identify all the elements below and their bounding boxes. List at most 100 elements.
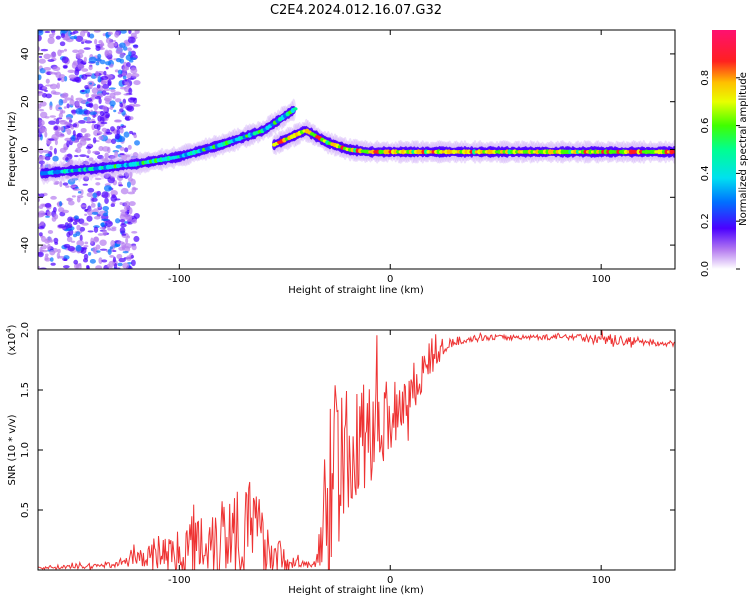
noise-blob (60, 30, 69, 34)
noise-blob (57, 133, 65, 138)
noise-blob (127, 221, 133, 225)
noise-blob (97, 154, 104, 160)
ridge-peak (671, 150, 675, 154)
noise-blob (84, 74, 92, 77)
noise-blob (104, 197, 109, 204)
noise-blob (131, 231, 138, 234)
noise-blob (55, 104, 61, 112)
noise-blob (57, 248, 61, 254)
noise-blob (105, 66, 109, 70)
noise-blob (129, 116, 134, 120)
noise-blob (52, 32, 56, 36)
colorbar-tick-label: 0.4 (700, 165, 711, 181)
noise-blob (57, 78, 61, 81)
noise-blob (78, 109, 86, 115)
colorbar-tick-label: 0.0 (700, 261, 711, 277)
noise-blob (75, 231, 81, 237)
noise-blob (127, 47, 133, 52)
noise-blob (123, 205, 131, 211)
colorbar-tick-label: 0.2 (700, 213, 711, 229)
noise-blob (40, 111, 48, 119)
noise-blob (38, 34, 42, 42)
noise-blob (52, 91, 61, 96)
noise-blob (109, 100, 116, 107)
noise-blob (84, 133, 89, 138)
noise-blob (119, 226, 126, 234)
noise-blob (126, 181, 131, 188)
noise-blob (84, 40, 93, 44)
noise-blob (60, 49, 65, 53)
noise-blob (107, 176, 115, 184)
noise-blob (63, 106, 67, 109)
noise-blob (133, 235, 140, 242)
noise-blob (101, 191, 109, 199)
noise-blob (93, 215, 101, 220)
noise-blob (46, 236, 53, 243)
noise-blob (80, 127, 87, 133)
noise-blob (124, 115, 132, 121)
noise-blob (122, 65, 128, 72)
noise-blob (86, 103, 93, 108)
noise-blob (49, 145, 53, 151)
noise-blob (85, 93, 89, 98)
noise-blob (56, 82, 61, 89)
noise-blob (121, 125, 127, 129)
noise-blob (63, 258, 68, 262)
noise-blob (102, 33, 106, 37)
noise-blob (125, 237, 129, 244)
noise-blob (117, 262, 123, 267)
noise-blob (49, 83, 58, 90)
colorbar: 0.0 0.2 0.4 0.6 0.8 Normalized spectral ampl… (700, 30, 749, 277)
noise-blob (120, 211, 127, 217)
noise-blob (49, 71, 57, 75)
noise-blob (71, 134, 76, 142)
noise-blob (88, 56, 97, 64)
noise-blob (41, 249, 48, 253)
snr-ticks: -100 0 100 0.5 1.0 1.5 2.0 (20, 322, 675, 586)
noise-blob (103, 70, 107, 76)
noise-blob (38, 46, 41, 52)
noise-blob (95, 265, 103, 269)
noise-blob (96, 124, 101, 131)
noise-blob (119, 52, 125, 58)
noise-blob (40, 221, 45, 226)
noise-blob (38, 58, 46, 64)
noise-blob (122, 262, 130, 269)
noise-blob (92, 236, 100, 243)
noise-blob (101, 146, 110, 152)
noise-blob (49, 115, 56, 118)
snr-multiplier-base: (x10 (7, 333, 18, 356)
noise-blob (67, 158, 74, 166)
noise-blob (65, 122, 69, 125)
noise-blob (60, 126, 65, 132)
noise-blob (114, 119, 121, 122)
noise-blob (83, 110, 91, 115)
noise-blob (119, 30, 127, 34)
noise-blob (38, 103, 42, 109)
noise-blob (52, 66, 61, 72)
noise-blob (95, 96, 102, 100)
noise-blob (44, 30, 51, 34)
noise-blob (100, 218, 109, 221)
noise-blob (102, 84, 110, 90)
noise-blob (96, 190, 102, 196)
noise-blob (65, 157, 69, 161)
noise-blob (91, 120, 96, 124)
noise-blob (105, 92, 110, 95)
noise-blob (81, 68, 89, 72)
noise-blob (133, 104, 141, 107)
spectrogram-y-label: Frequency (Hz) (7, 111, 18, 187)
noise-blob (63, 65, 68, 69)
noise-blob (100, 75, 109, 81)
noise-blob (79, 234, 83, 242)
noise-blob (119, 86, 127, 90)
noise-blob (62, 265, 70, 269)
noise-blob (107, 248, 112, 255)
noise-blob (47, 59, 55, 62)
noise-blob (43, 53, 51, 60)
noise-blob (75, 100, 80, 107)
noise-blob (126, 62, 131, 68)
noise-blob (109, 255, 115, 258)
noise-blob (117, 69, 123, 75)
